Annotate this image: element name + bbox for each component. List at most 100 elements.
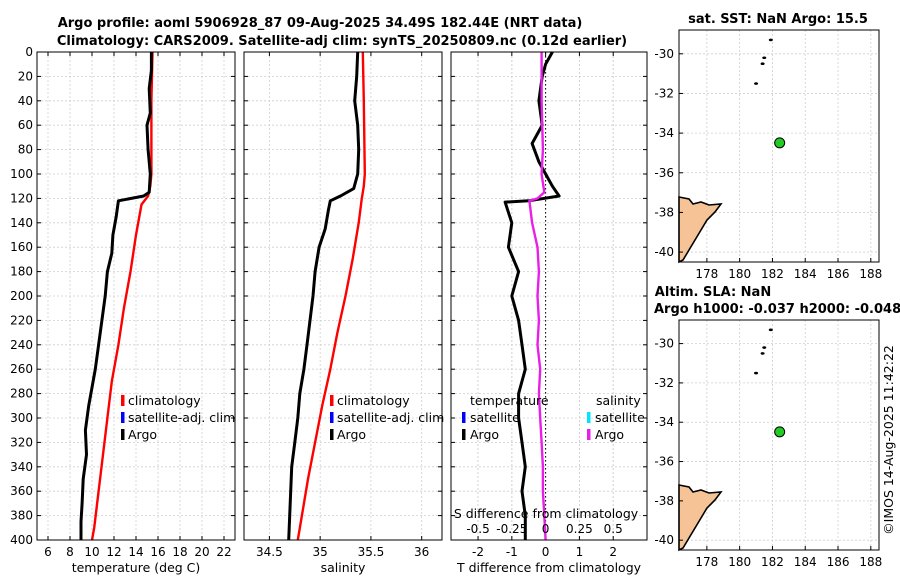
legend-swatch [121,429,125,440]
map-y-tick-label: -36 [654,166,674,180]
x-tick-label: 34.5 [256,545,283,559]
x-tick-label: -2 [472,545,484,559]
legend-swatch [330,395,334,406]
map-x-tick-label: 184 [794,555,817,569]
y-tick-label: 280 [10,387,33,401]
map-y-tick-label: -32 [654,86,674,100]
x-axis-label: temperature (deg C) [72,560,201,575]
map-y-tick-label: -38 [654,205,674,219]
x-tick-label: 20 [194,545,209,559]
legend-swatch [121,395,125,406]
x-tick-label: 10 [84,545,99,559]
temperature-profile-panel: 6 8 10 12 14 16 18 20 22020406080100120140160180… [10,45,236,575]
legend-label: Argo [470,427,499,442]
island-marker [768,328,773,332]
map-x-tick-label: 188 [859,555,882,569]
sst-map-title: sat. SST: NaN Argo: 15.5 [688,12,868,27]
sla-map-title-line2: Argo h1000: -0.037 h2000: -0.048 [654,302,900,317]
x-tick-label: 35 [313,545,328,559]
map-frame [678,29,880,263]
map-x-tick-label: 180 [728,555,751,569]
legend-label: Argo [337,427,366,442]
x-tick-label: 36 [414,545,429,559]
y-tick-label: 160 [10,240,33,254]
map-x-tick-label: 184 [794,267,817,281]
y-tick-label: 260 [10,362,33,376]
x-tick-label: 35.5 [358,545,385,559]
map-x-tick-label: 182 [761,555,784,569]
sst-map-panel: 178 180 182 184 186 188 -30 -32 -34 -36 -38 -40 sat.… [654,12,882,281]
x-tick-label: 1 [576,545,584,559]
map-y-tick-label: -34 [654,126,674,140]
x-tick-label: 16 [150,545,165,559]
y-tick-label: 380 [10,509,33,523]
y-tick-label: 180 [10,265,33,279]
y-tick-label: 80 [18,143,33,157]
map-y-tick-label: -30 [654,47,674,61]
y-tick-label: 400 [10,533,33,547]
x-tick-label: 8 [66,545,74,559]
legend-heading-temperature: temperature [470,393,549,408]
legend-label: satellite [470,410,520,425]
island-marker [760,352,765,355]
x2-tick-label: 0.25 [566,522,593,536]
y-tick-label: 120 [10,191,33,205]
x-tick-label: 22 [216,545,231,559]
legend-swatch [121,412,125,423]
y-tick-label: 300 [10,411,33,425]
legend-swatch [587,429,591,440]
legend-swatch [330,429,334,440]
y-tick-label: 220 [10,313,33,327]
y-tick-label: 360 [10,484,33,498]
y-tick-label: 0 [25,45,33,59]
land-coastline [678,196,723,264]
legend-label: Argo [595,427,624,442]
series-line-s-difference-argo [528,52,547,541]
legend-label: satellite-adj. clim [128,410,235,425]
island-marker [754,371,759,375]
map-y-tick-label: -40 [654,245,674,259]
legend-label: climatology [128,393,201,408]
series-line-t-difference-argo [503,51,561,540]
sla-map-panel: 178 180 182 184 186 188 -30 -32 -34 -36 -38 -40 Alti… [654,285,900,569]
map-y-tick-label: -40 [654,533,674,547]
y-tick-label: 20 [18,69,33,83]
x2-tick-label: 0.5 [604,522,623,536]
island-marker [760,62,765,66]
y-tick-label: 60 [18,118,33,132]
map-x-tick-label: 188 [859,267,882,281]
difference-profile-panel: -2 -1 0 1 2T difference from climatology S di… [450,51,648,575]
salinity-profile-panel: 34.5 35 35.5 36 salinity climatology satellite… [243,51,444,575]
legend-label: Argo [128,427,157,442]
island-marker [762,56,767,60]
legend-heading-salinity: salinity [596,393,641,408]
legend-swatch [462,412,466,423]
argo-float-marker [774,426,786,438]
x-tick-label: 0 [542,545,550,559]
x-axis-label: salinity [321,560,366,575]
y-tick-label: 320 [10,435,33,449]
map-y-tick-label: -30 [654,337,674,351]
x2-tick-label: 0 [542,522,550,536]
legend-label: climatology [337,393,410,408]
map-frame [678,319,880,551]
argo-float-marker [774,137,786,149]
x2-tick-label: -0.5 [466,522,489,536]
y-tick-label: 140 [10,216,33,230]
map-y-tick-label: -38 [654,494,674,508]
island-marker [762,346,767,349]
y-tick-label: 100 [10,167,33,181]
x-tick-label: -1 [506,545,518,559]
map-x-tick-label: 186 [827,267,850,281]
x-axis-label: T difference from climatology [456,560,642,575]
legend-swatch [462,429,466,440]
map-x-tick-label: 178 [695,267,718,281]
map-x-tick-label: 180 [728,267,751,281]
x-tick-label: 14 [128,545,143,559]
x-tick-label: 18 [172,545,187,559]
map-x-tick-label: 186 [827,555,850,569]
y-tick-label: 340 [10,460,33,474]
map-y-tick-label: -34 [654,415,674,429]
island-marker [768,38,773,42]
